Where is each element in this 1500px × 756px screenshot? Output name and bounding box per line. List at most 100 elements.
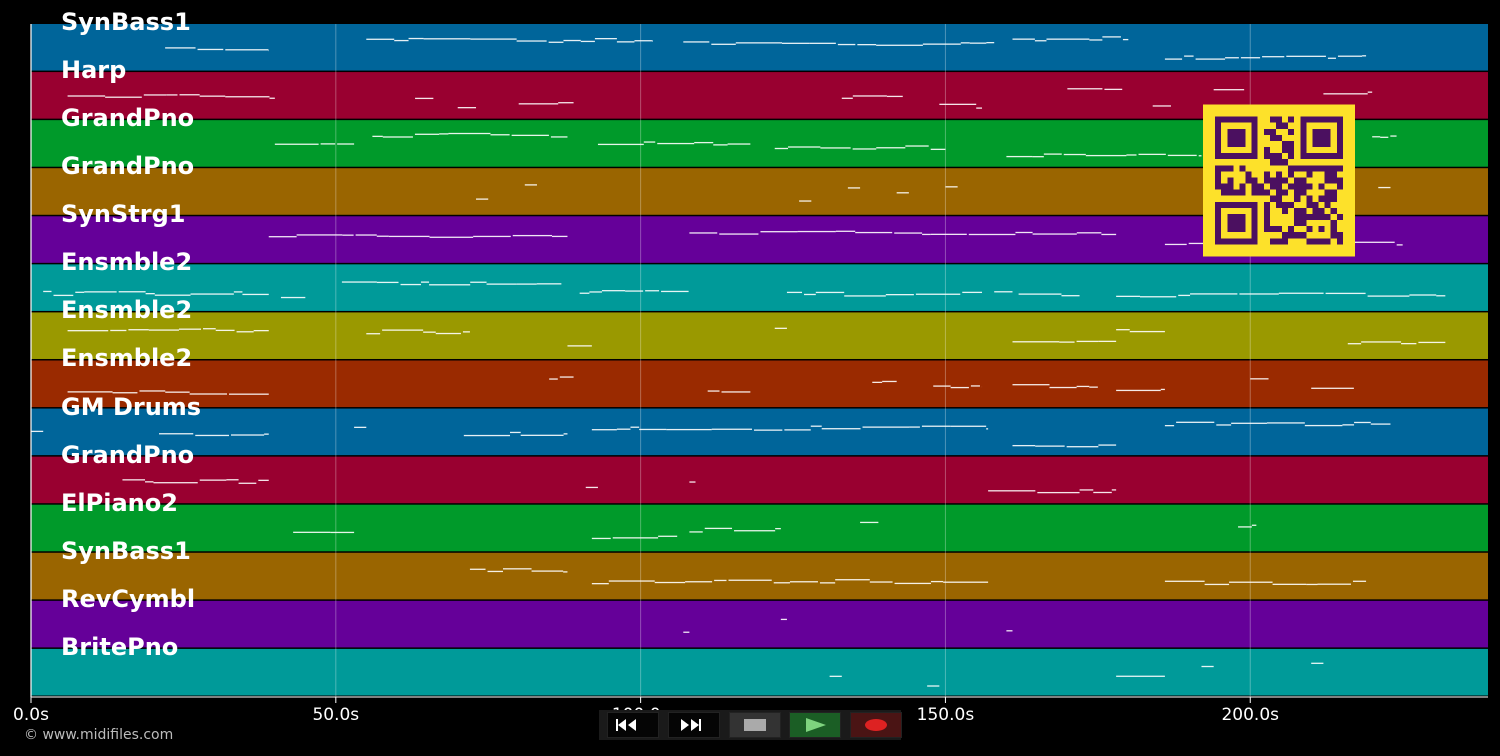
qr-module — [1221, 201, 1228, 208]
note-bar — [1006, 155, 1033, 158]
note-bar — [355, 234, 377, 236]
rewind-icon — [616, 719, 636, 731]
qr-module — [1227, 153, 1234, 160]
qr-module — [1294, 165, 1301, 172]
play-button[interactable] — [789, 712, 841, 738]
note-bar — [1418, 341, 1446, 344]
qr-module — [1324, 165, 1331, 172]
track-lane[interactable] — [31, 456, 1488, 504]
note-bar — [837, 43, 856, 46]
note-bar — [1362, 55, 1367, 57]
note-bar — [67, 95, 106, 97]
qr-module — [1312, 165, 1319, 172]
qr-module — [1294, 177, 1301, 184]
note-bar — [862, 426, 910, 428]
qr-module — [1288, 128, 1295, 135]
note-bar — [258, 479, 269, 481]
note-bar — [857, 43, 877, 46]
qr-module — [1282, 238, 1289, 245]
track-lane[interactable] — [31, 312, 1488, 359]
note-bar — [872, 381, 883, 384]
note-bar — [366, 38, 395, 40]
note-bar — [516, 40, 547, 42]
qr-module — [1306, 183, 1313, 190]
note-bar — [1059, 341, 1075, 343]
qr-module — [1269, 177, 1276, 184]
qr-module — [1318, 128, 1325, 135]
track-lane[interactable] — [31, 504, 1488, 552]
note-bar — [616, 41, 635, 43]
note-bar — [435, 332, 461, 335]
note-bar — [558, 102, 574, 104]
track-lane[interactable] — [31, 408, 1488, 456]
rewind-button[interactable] — [607, 712, 659, 738]
qr-module — [1288, 183, 1295, 190]
qr-module — [1306, 116, 1313, 123]
qr-module — [1330, 189, 1337, 196]
note-bar — [84, 291, 117, 293]
note-bar — [860, 521, 879, 524]
note-bar — [1079, 489, 1094, 491]
note-bar — [713, 144, 728, 146]
qr-module — [1336, 128, 1343, 135]
note-bar — [585, 486, 598, 489]
note-bar — [799, 200, 812, 202]
qr-module — [1330, 165, 1337, 172]
note-bar — [1409, 294, 1437, 296]
note-bar — [457, 107, 477, 109]
qr-module — [1215, 147, 1222, 154]
note-bar — [342, 234, 354, 236]
note-bar — [922, 43, 961, 45]
note-bar — [820, 147, 851, 149]
note-bar — [694, 141, 714, 144]
track-lane[interactable] — [31, 360, 1488, 408]
note-bar — [552, 235, 568, 238]
stop-button[interactable] — [729, 712, 781, 738]
note-bar — [190, 293, 234, 295]
note-bar — [1164, 243, 1187, 246]
note-bar — [645, 290, 660, 292]
note-bar — [1076, 340, 1099, 343]
qr-module — [1330, 232, 1337, 239]
note-bar — [236, 331, 254, 333]
note-bar — [654, 581, 686, 584]
note-bar — [487, 570, 503, 573]
track-lane[interactable] — [31, 552, 1488, 600]
note-bar — [1266, 422, 1305, 424]
qr-module — [1227, 189, 1234, 196]
note-bar — [1063, 153, 1086, 156]
track-label: GrandPno — [61, 104, 195, 133]
qr-module — [1294, 213, 1301, 221]
qr-module — [1330, 153, 1337, 160]
track-lane[interactable] — [31, 264, 1488, 311]
note-bar — [1229, 581, 1273, 583]
note-bar — [683, 41, 710, 43]
qr-module — [1227, 165, 1234, 172]
note-bar — [1372, 136, 1381, 138]
qr-module — [1294, 189, 1301, 196]
note-bar — [1327, 57, 1336, 59]
qr-module — [1300, 153, 1307, 160]
fast-forward-button[interactable] — [668, 712, 720, 738]
note-bar — [148, 329, 179, 331]
track-lane[interactable] — [31, 648, 1488, 696]
note-bar — [683, 631, 690, 633]
note-bar — [809, 42, 836, 44]
note-bar — [773, 582, 790, 584]
track-lane[interactable] — [31, 24, 1488, 71]
track-lane[interactable] — [31, 600, 1488, 648]
qr-module — [1312, 201, 1319, 208]
note-bar — [1184, 55, 1194, 57]
note-bar — [753, 429, 783, 431]
note-bar — [225, 96, 270, 98]
note-bar — [1272, 583, 1307, 585]
note-bar — [394, 39, 409, 42]
note-bar — [591, 429, 617, 431]
note-bar — [226, 479, 239, 481]
record-button[interactable] — [850, 712, 902, 738]
note-bar — [215, 329, 235, 332]
note-bar — [1076, 385, 1090, 388]
qr-module — [1263, 147, 1270, 154]
note-bar — [711, 43, 736, 45]
qr-module — [1330, 226, 1337, 233]
